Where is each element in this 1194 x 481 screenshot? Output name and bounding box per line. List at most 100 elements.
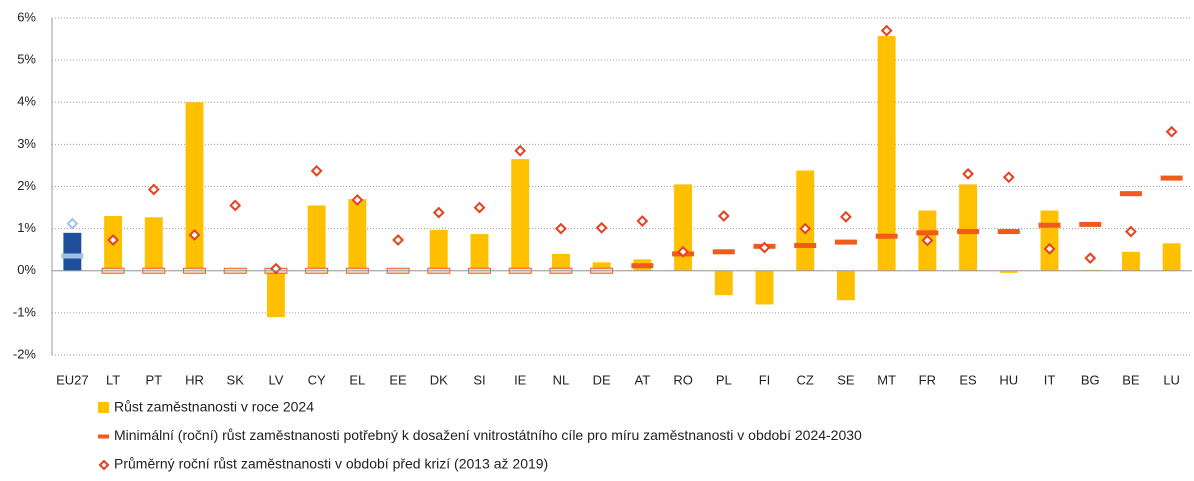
diamond-marker	[840, 210, 852, 223]
bar	[1121, 251, 1140, 271]
x-tick-label: SK	[227, 372, 245, 387]
diamond-marker	[147, 183, 160, 196]
y-tick-label: -2%	[13, 346, 37, 361]
bar	[551, 253, 570, 271]
target-marker	[1160, 175, 1183, 181]
bar	[714, 270, 733, 296]
target-marker	[957, 229, 980, 235]
x-tick-label: AT	[635, 372, 651, 387]
diamond-marker	[717, 210, 730, 222]
diamond-marker	[392, 234, 404, 246]
x-tick-label: BE	[1122, 372, 1140, 387]
legend-label: Průměrný roční růst zaměstnanosti v obdo…	[114, 456, 548, 472]
target-marker	[1079, 221, 1102, 227]
x-tick-label: EL	[349, 372, 365, 387]
x-tick-label: DE	[593, 372, 611, 387]
target-marker	[712, 249, 735, 255]
y-tick-label: 4%	[17, 94, 36, 109]
x-tick-label: ES	[959, 372, 977, 387]
diamond-marker	[473, 201, 486, 214]
x-tick-label: RO	[673, 372, 693, 387]
bar	[266, 270, 285, 318]
bar	[470, 234, 489, 271]
x-tick-label: FR	[919, 372, 936, 387]
bar	[511, 159, 530, 271]
bar	[1162, 243, 1181, 271]
bar	[999, 270, 1018, 273]
bar	[796, 170, 815, 271]
diamond-marker	[962, 167, 974, 180]
x-tick-label: PT	[145, 372, 162, 387]
x-tick-label: BG	[1081, 372, 1100, 387]
bar	[836, 270, 855, 301]
diamond-marker	[880, 24, 893, 37]
diamond-marker	[555, 222, 567, 235]
x-tick-label: IE	[514, 372, 527, 387]
x-tick-label: IT	[1044, 372, 1056, 387]
bar	[63, 232, 82, 271]
legend-label: Minimální (roční) růst zaměstnanosti pot…	[114, 427, 862, 443]
diamond-marker	[677, 245, 689, 258]
diamond-marker	[432, 206, 445, 219]
bar	[144, 217, 163, 271]
y-tick-label: 2%	[17, 178, 36, 193]
diamond-marker	[351, 194, 364, 206]
target-marker	[61, 253, 84, 259]
x-tick-label: FI	[759, 372, 771, 387]
diamond-marker	[514, 144, 527, 157]
x-tick-label: LU	[1163, 372, 1180, 387]
target-marker	[916, 230, 939, 236]
diamond-marker	[310, 164, 323, 177]
legend-label: Růst zaměstnanosti v roce 2024	[114, 399, 314, 415]
diamond-marker	[107, 234, 119, 246]
diamond-marker	[1002, 171, 1015, 184]
diamond-marker	[758, 241, 771, 254]
target-marker	[834, 239, 857, 245]
x-tick-label: CZ	[797, 372, 814, 387]
bar	[185, 102, 204, 271]
bar	[959, 184, 978, 271]
x-tick-label: NL	[553, 372, 570, 387]
x-tick-label: EU27	[56, 372, 89, 387]
bar	[1040, 210, 1059, 271]
bar	[348, 199, 367, 271]
target-marker	[1038, 222, 1061, 228]
target-marker	[997, 229, 1020, 235]
diamond-marker	[595, 221, 608, 234]
x-tick-label: LT	[106, 372, 120, 387]
x-tick-label: SI	[473, 372, 485, 387]
diamond-marker	[188, 229, 201, 241]
y-tick-label: 6%	[17, 9, 36, 24]
diamond-marker	[636, 215, 649, 227]
x-tick-label: HU	[999, 372, 1018, 387]
bar	[755, 270, 774, 305]
y-tick-label: 0%	[17, 262, 36, 277]
y-tick-label: 1%	[17, 220, 36, 235]
bar	[674, 184, 693, 271]
x-tick-label: LV	[268, 372, 283, 387]
target-marker	[1119, 191, 1142, 197]
x-tick-label: EE	[389, 372, 407, 387]
y-tick-label: 5%	[17, 52, 36, 67]
diamond-marker	[1084, 252, 1097, 265]
x-tick-label: SE	[837, 372, 855, 387]
y-tick-label: 3%	[17, 136, 36, 151]
x-tick-label: CY	[308, 372, 326, 387]
target-marker	[794, 242, 817, 248]
diamond-marker	[1165, 125, 1178, 138]
bar	[877, 36, 896, 271]
bar	[429, 229, 448, 271]
x-tick-label: MT	[877, 372, 896, 387]
x-tick-label: PL	[716, 372, 732, 387]
target-marker	[875, 233, 898, 239]
diamond-marker	[229, 199, 242, 212]
legend-swatch	[98, 434, 109, 439]
target-marker	[631, 263, 654, 269]
diamond-marker	[1125, 225, 1137, 238]
diamond-marker	[921, 234, 934, 247]
bar	[592, 262, 611, 271]
x-tick-label: HR	[185, 372, 204, 387]
legend-swatch	[98, 402, 109, 413]
legend-swatch	[98, 459, 110, 471]
